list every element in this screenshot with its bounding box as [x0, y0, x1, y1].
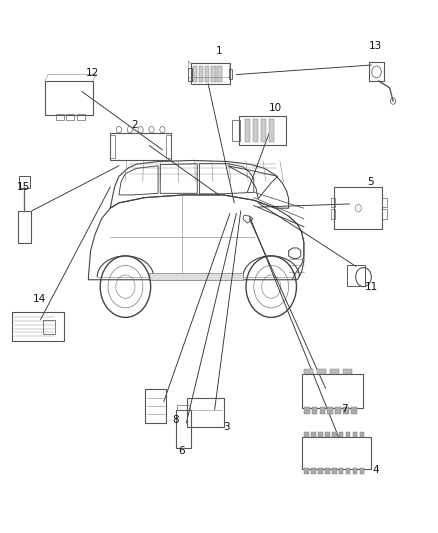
Bar	[302, 437, 371, 469]
Text: 14: 14	[33, 294, 46, 304]
Bar	[320, 407, 325, 414]
Text: 1: 1	[215, 46, 223, 56]
Bar	[339, 432, 343, 437]
Bar	[191, 63, 230, 84]
Bar	[332, 432, 336, 437]
Text: 11: 11	[365, 282, 378, 293]
Text: 6: 6	[179, 446, 185, 456]
Bar	[334, 187, 382, 229]
Text: 2: 2	[131, 120, 138, 130]
Bar	[187, 398, 224, 427]
Bar	[176, 410, 191, 448]
Bar	[318, 468, 322, 474]
Bar	[12, 312, 64, 341]
Bar	[346, 432, 350, 437]
Text: 12: 12	[86, 68, 99, 78]
Text: 4: 4	[372, 465, 379, 475]
Bar	[339, 468, 343, 474]
Text: 15: 15	[17, 182, 30, 192]
Bar	[205, 66, 209, 82]
Bar	[369, 62, 384, 81]
Bar	[325, 468, 329, 474]
Bar	[346, 468, 350, 474]
Bar	[268, 118, 274, 142]
Bar	[318, 432, 322, 437]
Text: 13: 13	[369, 41, 382, 51]
Bar	[327, 407, 333, 414]
Bar	[253, 118, 258, 142]
Bar	[19, 176, 30, 188]
Bar	[229, 69, 232, 79]
Bar	[166, 135, 171, 158]
Bar	[304, 468, 309, 474]
Bar	[199, 66, 203, 82]
Bar	[77, 114, 85, 120]
Bar	[193, 66, 197, 82]
Bar	[351, 407, 357, 414]
Bar	[217, 66, 222, 82]
Bar	[311, 468, 316, 474]
Bar	[332, 468, 336, 474]
Bar	[302, 374, 363, 408]
Bar	[360, 432, 364, 437]
Bar	[330, 368, 339, 374]
Bar	[304, 432, 309, 437]
Bar	[335, 407, 341, 414]
Text: 3: 3	[223, 422, 230, 432]
Bar	[45, 80, 93, 115]
Bar	[382, 198, 387, 207]
Text: 8: 8	[172, 415, 179, 425]
Bar	[331, 198, 335, 207]
Bar	[343, 368, 352, 374]
Bar	[304, 368, 313, 374]
Bar	[239, 116, 286, 145]
Bar	[211, 66, 215, 82]
Text: 5: 5	[367, 177, 374, 187]
Bar	[312, 407, 318, 414]
Bar	[353, 468, 357, 474]
Bar	[382, 209, 387, 219]
Bar	[353, 432, 357, 437]
Bar	[145, 389, 166, 423]
Bar	[261, 118, 266, 142]
Bar	[187, 68, 192, 81]
Bar	[66, 114, 74, 120]
Text: 10: 10	[269, 103, 282, 113]
Bar	[331, 209, 335, 219]
Bar	[304, 407, 310, 414]
Bar	[343, 407, 349, 414]
Bar	[317, 368, 325, 374]
Bar	[56, 114, 64, 120]
Bar	[360, 468, 364, 474]
Bar	[177, 405, 190, 410]
Bar	[325, 432, 329, 437]
Bar	[232, 119, 240, 141]
Bar	[43, 319, 55, 334]
Bar	[149, 273, 243, 280]
Bar	[110, 135, 116, 158]
Bar	[311, 432, 316, 437]
Text: 7: 7	[341, 405, 347, 414]
Bar	[347, 265, 365, 286]
Bar	[18, 211, 31, 243]
Bar	[110, 133, 171, 160]
Bar	[245, 118, 251, 142]
